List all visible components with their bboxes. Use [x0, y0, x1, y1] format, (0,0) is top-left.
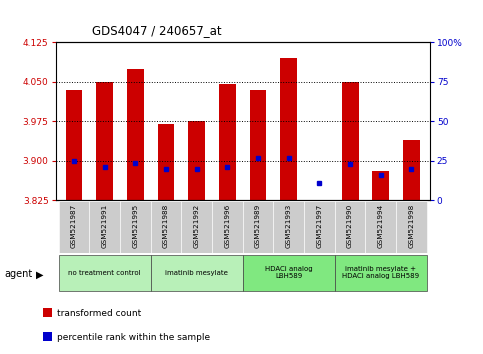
Bar: [181, 201, 212, 253]
Text: GSM521996: GSM521996: [225, 203, 230, 247]
Bar: [304, 201, 335, 253]
Text: no treatment control: no treatment control: [68, 270, 141, 276]
Bar: [335, 201, 366, 253]
Bar: [403, 139, 420, 200]
Bar: [188, 121, 205, 200]
Bar: [280, 58, 297, 200]
Bar: [335, 255, 427, 291]
Bar: [157, 124, 174, 200]
Text: HDACi analog
LBH589: HDACi analog LBH589: [265, 267, 313, 279]
Text: agent: agent: [5, 269, 33, 279]
Bar: [366, 201, 396, 253]
Bar: [96, 82, 113, 200]
Bar: [127, 69, 144, 200]
Text: GSM521990: GSM521990: [347, 203, 353, 247]
Bar: [151, 201, 181, 253]
Text: imatinib mesylate: imatinib mesylate: [165, 270, 228, 276]
Bar: [89, 201, 120, 253]
Bar: [243, 255, 335, 291]
Text: GDS4047 / 240657_at: GDS4047 / 240657_at: [92, 24, 221, 37]
Bar: [212, 201, 243, 253]
Text: GSM521998: GSM521998: [409, 203, 414, 247]
Text: GSM521989: GSM521989: [255, 203, 261, 247]
Bar: [58, 255, 151, 291]
Text: GSM521997: GSM521997: [316, 203, 323, 247]
Text: GSM521995: GSM521995: [132, 203, 138, 247]
Bar: [341, 82, 358, 200]
Bar: [273, 201, 304, 253]
Text: GSM521991: GSM521991: [101, 203, 108, 247]
Text: GSM521987: GSM521987: [71, 203, 77, 247]
Text: transformed count: transformed count: [57, 309, 141, 318]
Text: ▶: ▶: [36, 269, 44, 279]
Bar: [58, 201, 89, 253]
Bar: [372, 171, 389, 200]
Text: GSM521988: GSM521988: [163, 203, 169, 247]
Text: imatinib mesylate +
HDACi analog LBH589: imatinib mesylate + HDACi analog LBH589: [342, 267, 419, 279]
Bar: [151, 255, 243, 291]
Bar: [250, 90, 267, 200]
Bar: [243, 201, 273, 253]
Bar: [66, 90, 83, 200]
Text: GSM521994: GSM521994: [378, 203, 384, 247]
Text: percentile rank within the sample: percentile rank within the sample: [57, 333, 210, 342]
Bar: [120, 201, 151, 253]
Text: GSM521993: GSM521993: [286, 203, 292, 247]
Bar: [396, 201, 427, 253]
Bar: [219, 85, 236, 200]
Text: GSM521992: GSM521992: [194, 203, 199, 247]
